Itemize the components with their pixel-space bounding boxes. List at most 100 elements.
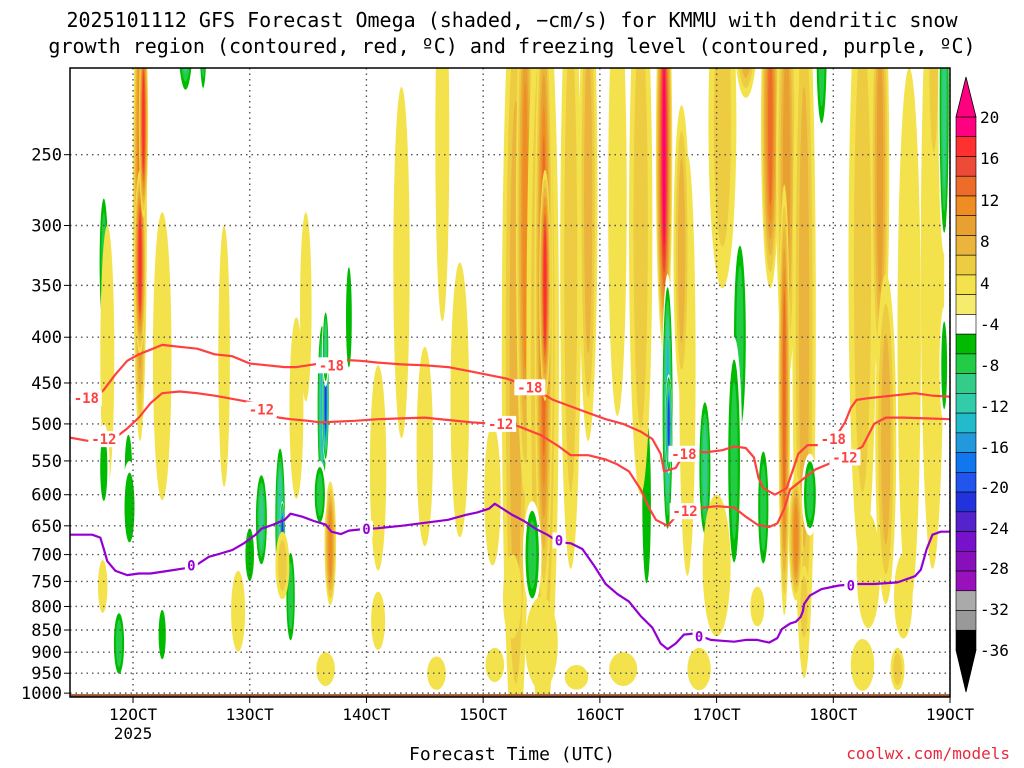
x-year-label: 2025 — [114, 724, 153, 743]
omega-cell-51-level-1 — [739, 68, 753, 88]
grid-lines — [70, 68, 950, 697]
colorbar-box-9 — [955, 294, 977, 315]
omega-cell-4-level-6 — [188, 0, 191, 32]
y-tick-label-450: 450 — [31, 374, 62, 394]
omega-cell-19-level-1 — [278, 540, 287, 591]
contour-label-bg-2-4 — [844, 577, 858, 594]
contour-label-0-3: 0 — [695, 629, 703, 645]
omega-cell-36-level-1 — [564, 68, 578, 493]
colorbar-box-13 — [955, 373, 977, 394]
x-axis-label: Forecast Time (UTC) — [409, 744, 615, 765]
omega-cell-53-level-2 — [769, 0, 776, 3]
contour-line--18 — [70, 343, 950, 496]
omega-cell-29-level-0 — [416, 346, 433, 547]
omega-cell-7-level-0 — [100, 225, 115, 487]
contour-label-0-2: 0 — [555, 533, 563, 549]
omega-cell-5-level-1 — [200, 68, 206, 88]
omega-cell-4-level-4 — [187, 0, 192, 39]
omega-cell-13-level-0 — [98, 560, 108, 613]
x-tick-label-19OCT: 19OCT — [926, 705, 975, 724]
colorbar-box-26 — [955, 629, 977, 651]
omega-cell-59-level-2 — [730, 381, 738, 540]
colorbar-box-5 — [955, 215, 977, 236]
credit-text: coolwx.com/models — [846, 744, 1010, 763]
colorbar-box-24 — [955, 590, 977, 611]
y-tick-label-850: 850 — [31, 621, 62, 641]
omega-cell-78-level-1 — [941, 321, 948, 410]
colorbar-box-18 — [955, 472, 977, 493]
contour-label-bg-1-1 — [245, 401, 277, 418]
colorbar-box-0 — [955, 116, 977, 138]
colorbar-box-6 — [955, 235, 977, 256]
contour-label--12-4: -12 — [832, 450, 857, 466]
omega-cell-11-level-1 — [124, 472, 135, 543]
omega-cell-75-level-2 — [818, 68, 825, 107]
contour-label-bg-2-0 — [184, 557, 198, 574]
colorbar-label--20: -20 — [980, 478, 1009, 497]
x-tick-label-18OCT: 18OCT — [809, 705, 858, 724]
omega-cell-81-level-0 — [687, 647, 711, 691]
contour-label-0-0: 0 — [187, 559, 195, 575]
omega-cell-37-level-2 — [584, 68, 593, 354]
colorbar-box-10 — [955, 314, 977, 335]
y-tick-label-900: 900 — [31, 643, 62, 663]
omega-cell-30-level-0 — [450, 262, 470, 538]
omega-cell-62-level-2 — [806, 468, 814, 521]
colorbar-box-11 — [955, 333, 977, 355]
contour-label-bg-1-3 — [669, 503, 701, 520]
omega-cell-76-level-1 — [929, 68, 938, 152]
colorbar-box-8 — [955, 274, 977, 295]
omega-cell-4-level-2 — [185, 0, 192, 46]
y-tick-label-300: 300 — [31, 216, 62, 236]
y-tick-label-650: 650 — [31, 517, 62, 537]
x-tick-label-16OCT: 16OCT — [576, 705, 625, 724]
plot-area — [70, 0, 950, 697]
contour-label--12-2: -12 — [488, 417, 513, 433]
omega-cell-2-level-7 — [142, 77, 145, 168]
y-tick-label-250: 250 — [31, 146, 62, 166]
contour-label-bg-0-2 — [514, 379, 546, 396]
omega-cell-57-level-4 — [793, 503, 798, 572]
omega-cell-5-level-2 — [201, 68, 205, 78]
y-tick-label-550: 550 — [31, 452, 62, 472]
contour-label-bg-2-1 — [359, 520, 373, 537]
colorbar-label--32: -32 — [980, 600, 1009, 619]
omega-cell-39-level-0 — [484, 423, 501, 566]
x-tick-label-13OCT: 13OCT — [226, 705, 275, 724]
omega-cell-53-level-1 — [768, 0, 776, 5]
colorbar-box-7 — [955, 254, 977, 276]
colorbar-box-17 — [955, 452, 977, 473]
y-tick-label-750: 750 — [31, 572, 62, 592]
omega-cell-9-level-1 — [100, 434, 108, 501]
contour-label--12-1: -12 — [249, 403, 274, 419]
colorbar-top-arrow — [955, 76, 977, 118]
omega-cell-87-level-0 — [231, 570, 246, 652]
omega-cell-80-level-0 — [564, 665, 589, 690]
omega-cell-18-level-2 — [288, 562, 294, 631]
colorbar-box-4 — [955, 195, 977, 217]
colorbar-label--8: -8 — [980, 356, 999, 375]
omega-cell-89-level-0 — [316, 652, 335, 686]
contour-label-bg-1-4 — [829, 449, 861, 466]
contour-line-0 — [70, 502, 950, 651]
omega-cell-12-level-2 — [115, 619, 123, 668]
omega-cell-60-level-2 — [760, 463, 767, 552]
omega-cell-25-level-0 — [300, 212, 312, 402]
colorbar-box-14 — [955, 393, 977, 414]
omega-cell-5-level-3 — [202, 0, 205, 68]
y-tick-label-350: 350 — [31, 276, 62, 296]
omega-cell-3-level-3 — [183, 68, 188, 74]
omega-cell-79-level-0 — [609, 652, 638, 686]
omega-cell-46-level-1 — [633, 68, 648, 428]
omega-cell-70-level-0 — [920, 68, 945, 569]
omega-cell-3-level-4 — [183, 0, 188, 65]
omega-cell-65-level-0 — [750, 586, 765, 627]
colorbar-label--36: -36 — [980, 641, 1009, 660]
omega-cell-1-level-7 — [138, 218, 142, 307]
contour-label--18-3: -18 — [671, 447, 696, 463]
contour-label-bg-0-1 — [315, 357, 347, 374]
contour-label--12-0: -12 — [91, 432, 116, 448]
omega-cell-14-level-3 — [259, 489, 264, 550]
contour-label--18-1: -18 — [319, 358, 344, 374]
omega-cell-41-level-0 — [525, 596, 558, 691]
